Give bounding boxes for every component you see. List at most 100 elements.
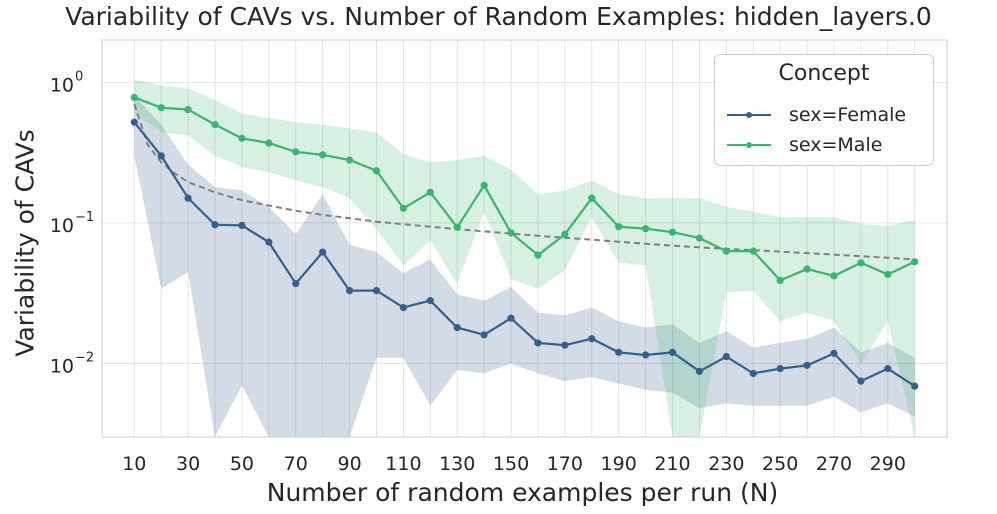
confidence-bands <box>134 79 915 438</box>
x-tick-label: 10 <box>122 453 146 475</box>
data-point-female <box>749 369 757 378</box>
data-point-female <box>238 221 246 229</box>
data-point-male <box>561 230 569 238</box>
data-point-female <box>157 152 165 160</box>
y-tick-label: 10 <box>50 355 74 377</box>
data-point-female <box>372 286 381 295</box>
data-point-female <box>561 341 569 349</box>
series-line-female <box>133 121 916 388</box>
x-tick-label: 230 <box>708 453 744 475</box>
data-point-male <box>130 93 138 102</box>
plot-frame <box>101 39 948 438</box>
grid-lines <box>102 40 947 437</box>
data-point-female <box>588 335 596 343</box>
data-point-male <box>292 148 300 156</box>
data-point-female <box>722 352 730 361</box>
data-point-male <box>399 204 408 212</box>
legend-label-male: sex=Male <box>789 134 883 156</box>
legend-label-female: sex=Female <box>789 104 907 126</box>
data-point-female <box>292 280 300 288</box>
x-tick-label: 150 <box>493 453 529 475</box>
data-point-female <box>911 382 919 390</box>
data-point-male <box>372 167 381 175</box>
data-point-male <box>265 139 273 147</box>
data-point-male <box>722 247 730 255</box>
chart-title: Variability of CAVs vs. Number of Random… <box>65 2 932 31</box>
data-point-female <box>453 324 461 332</box>
data-point-female <box>641 351 650 359</box>
legend-title: Concept <box>778 61 870 86</box>
data-point-male <box>157 104 165 112</box>
x-tick-label: 70 <box>284 453 308 475</box>
data-point-male <box>776 276 784 284</box>
data-point-male <box>426 188 434 196</box>
data-point-male <box>911 258 919 266</box>
data-point-male <box>588 194 596 202</box>
data-point-female <box>130 118 138 126</box>
data-point-male <box>803 265 811 273</box>
y-tick-exponent: −2 <box>75 350 94 365</box>
data-point-female <box>803 361 811 369</box>
x-tick-labels: 10 30 50 70 90 110 130 150 170 190 210 230 250 270 290 <box>122 453 906 475</box>
data-point-male <box>641 225 650 233</box>
y-axis-label: Variability of CAVs <box>10 129 40 357</box>
legend: Concept sex=Female sex=Male <box>714 54 934 166</box>
data-point-male <box>615 223 623 231</box>
data-point-male <box>453 223 461 231</box>
data-point-female <box>345 286 354 295</box>
data-point-female <box>830 349 838 357</box>
data-point-male <box>884 270 892 279</box>
data-point-female <box>211 221 219 229</box>
x-axis-label: Number of random examples per run (N) <box>266 478 779 507</box>
data-point-male <box>345 156 354 164</box>
x-tick-label: 30 <box>176 453 200 475</box>
data-point-male <box>184 105 192 114</box>
data-point-female <box>507 314 515 322</box>
x-tick-label: 290 <box>870 453 906 475</box>
x-tick-label: 50 <box>230 453 254 475</box>
data-point-female <box>534 339 542 347</box>
data-point-female <box>884 364 892 373</box>
data-point-male <box>211 121 219 129</box>
data-point-male <box>480 181 488 189</box>
series-line-male <box>133 96 916 282</box>
data-point-female <box>265 238 273 246</box>
legend-item-male: sex=Male <box>727 133 882 157</box>
data-point-male <box>668 228 677 236</box>
legend-swatch-female <box>727 103 771 127</box>
data-point-female <box>426 297 434 305</box>
confidence-band-male <box>134 79 915 438</box>
data-point-female <box>668 348 677 356</box>
data-point-male <box>507 229 515 237</box>
x-tick-label: 210 <box>654 453 690 475</box>
data-point-male <box>857 259 865 267</box>
confidence-band-female <box>134 95 915 438</box>
data-point-female <box>184 194 192 202</box>
x-tick-label: 190 <box>601 453 637 475</box>
data-point-female <box>857 377 865 385</box>
y-tick-label: 10 <box>50 74 74 96</box>
data-point-male <box>749 247 757 255</box>
y-tick-exponent: −1 <box>75 210 94 225</box>
data-point-male <box>695 234 704 242</box>
data-point-female <box>615 348 623 356</box>
series-lines <box>133 96 916 388</box>
data-point-female <box>695 367 704 375</box>
series-points <box>130 93 919 390</box>
legend-swatch-male <box>727 133 771 157</box>
y-tick-label: 10 <box>50 215 74 237</box>
legend-item-female: sex=Female <box>727 103 906 127</box>
data-point-male <box>534 251 542 259</box>
x-tick-label: 170 <box>547 453 583 475</box>
data-point-female <box>776 364 784 373</box>
data-point-female <box>399 303 408 312</box>
x-tick-label: 110 <box>385 453 421 475</box>
x-tick-label: 270 <box>816 453 852 475</box>
x-tick-label: 90 <box>337 453 361 475</box>
data-point-male <box>830 272 838 280</box>
data-point-male <box>319 151 327 159</box>
y-tick-exponent: 0 <box>75 69 83 84</box>
x-tick-label: 130 <box>439 453 475 475</box>
